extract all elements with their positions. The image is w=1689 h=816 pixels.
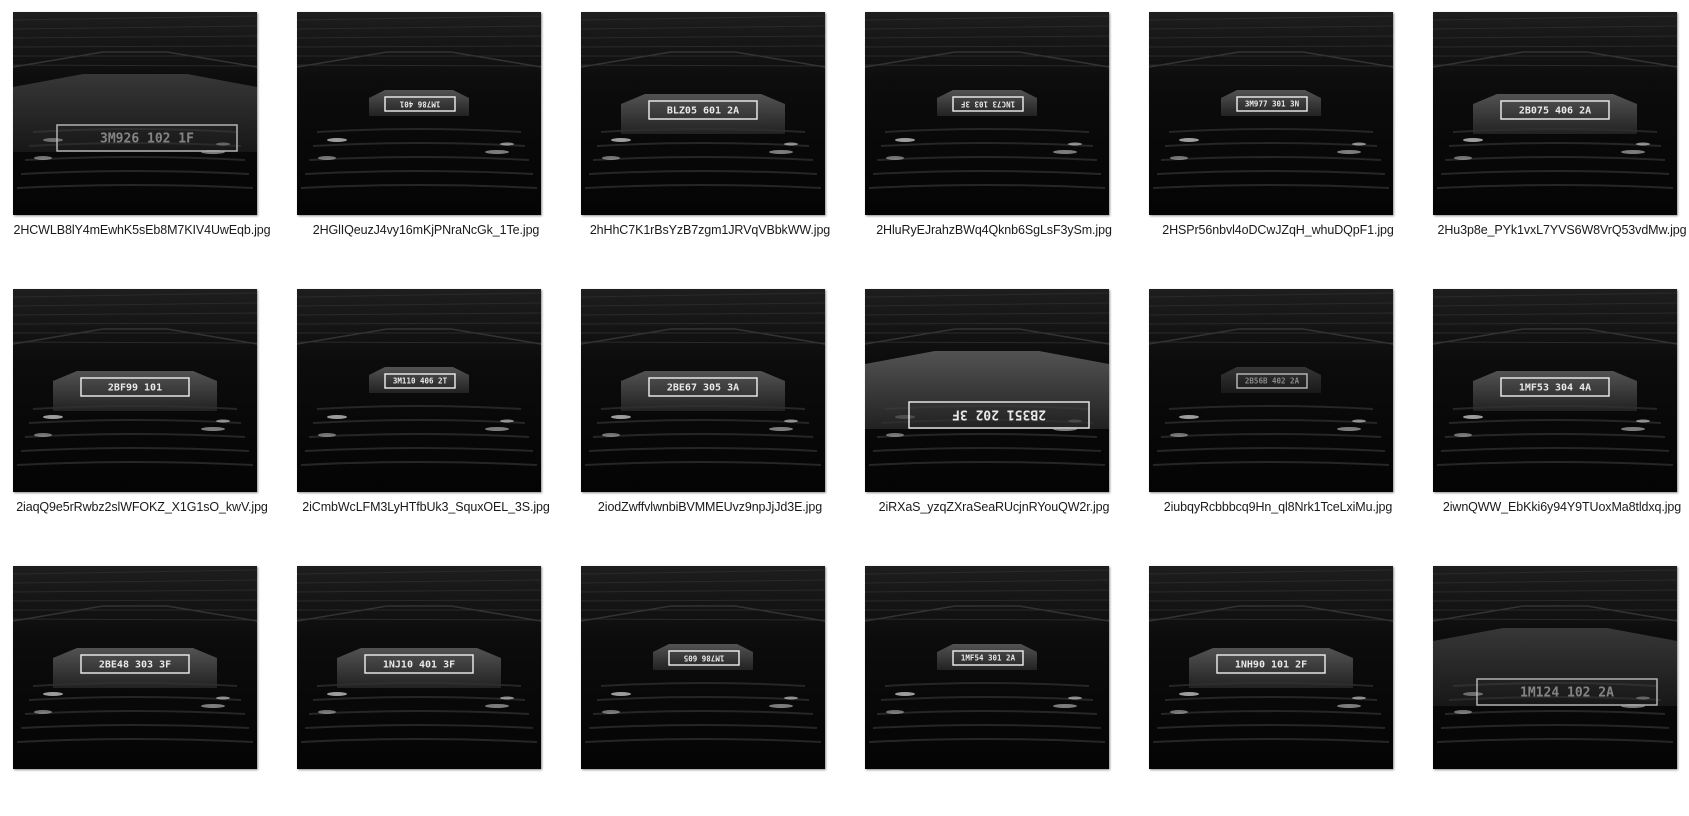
file-item[interactable]: 2BE67 305 3A 2iodZwffvlwnbiBVMMEUvz9npJjJ… <box>568 289 852 539</box>
file-name-label[interactable]: 2iwnQWW_EbKki6y94Y9TUoxMa8tldxq.jpg <box>1442 500 1682 514</box>
image-thumbnail: 2B351 202 3F <box>865 289 1109 492</box>
plate-label: 1NJ10 401 3F <box>383 660 455 671</box>
plate-label: 1MF53 304 4A <box>1519 383 1591 394</box>
file-item[interactable]: 1NH90 101 2F <box>1136 566 1420 816</box>
file-name-label[interactable]: 2iCmbWcLFM3LyHTfbUk3_SquxOEL_3S.jpg <box>302 500 550 514</box>
file-item[interactable]: 2B351 202 3F 2iRXaS_yzqZXraSeaRUcjnRYouQW… <box>852 289 1136 539</box>
file-name-label[interactable]: 2HSPr56nbvl4oDCwJZqH_whuDQpF1.jpg <box>1162 223 1394 237</box>
plate-label: 2B075 406 2A <box>1519 106 1591 117</box>
file-item[interactable]: 3M977 301 3N 2HSPr56nbvl4oDCwJZqH_whuDQpF… <box>1136 12 1420 262</box>
file-name-label[interactable]: 2HluRyEJrahzBWq4Qknb6SgLsF3ySm.jpg <box>876 223 1112 237</box>
plate-label: 1M786 605 <box>684 653 725 662</box>
image-thumbnail: 1MF53 304 4A <box>1433 289 1677 492</box>
plate-label: 2B56B 402 2A <box>1245 377 1300 386</box>
plate-label: 1M786 401 <box>399 99 440 108</box>
image-thumbnail: 1M786 605 <box>581 566 825 769</box>
file-item[interactable]: 1MF54 301 2A <box>852 566 1136 816</box>
file-item[interactable]: 2B075 406 2A 2Hu3p8e_PYk1vxL7YVS6W8VrQ53v… <box>1420 12 1689 262</box>
file-item[interactable]: 2B56B 402 2A 2iubqyRcbbbcq9Hn_ql8Nrk1TceL… <box>1136 289 1420 539</box>
file-name-label[interactable]: 2iaqQ9e5rRwbz2slWFOKZ_X1G1sO_kwV.jpg <box>16 500 268 514</box>
file-item[interactable]: 2BF99 101 2iaqQ9e5rRwbz2slWFOKZ_X1G1sO_kw… <box>0 289 284 539</box>
file-grid: 3M926 102 1F 2HCWLB8lY4mEwhK5sEb8M7KIV4Uw… <box>0 12 1689 769</box>
image-thumbnail: 3M977 301 3N <box>1149 12 1393 215</box>
file-name-label[interactable]: 2iodZwffvlwnbiBVMMEUvz9npJjJd3E.jpg <box>597 500 823 514</box>
image-thumbnail: 1M786 401 <box>297 12 541 215</box>
file-item[interactable]: 1M786 605 <box>568 566 852 816</box>
image-thumbnail: 1NH90 101 2F <box>1149 566 1393 769</box>
plate-label: 3M926 102 1F <box>100 132 194 147</box>
plate-label: BLZ05 601 2A <box>667 106 739 117</box>
plate-label: 2BE67 305 3A <box>667 383 739 394</box>
file-item[interactable]: 1MF53 304 4A 2iwnQWW_EbKki6y94Y9TUoxMa8tl… <box>1420 289 1689 539</box>
file-name-label[interactable]: 2iRXaS_yzqZXraSeaRUcjnRYouQW2r.jpg <box>878 500 1110 514</box>
image-thumbnail: 1M124 102 2A <box>1433 566 1677 769</box>
plate-label: 2BF99 101 <box>108 383 162 394</box>
file-name-label[interactable]: 2HGlIQeuzJ4vy16mKjPNraNcGk_1Te.jpg <box>312 223 540 237</box>
file-item[interactable]: 3M110 406 2T 2iCmbWcLFM3LyHTfbUk3_SquxOEL… <box>284 289 568 539</box>
plate-label: 1NH90 101 2F <box>1235 660 1307 671</box>
image-thumbnail: 1NJ10 401 3F <box>297 566 541 769</box>
plate-label: 3M977 301 3N <box>1245 100 1300 109</box>
image-thumbnail: 3M926 102 1F <box>13 12 257 215</box>
image-thumbnail: 1MF54 301 2A <box>865 566 1109 769</box>
file-item[interactable]: 1NJ10 401 3F <box>284 566 568 816</box>
file-name-label[interactable]: 2Hu3p8e_PYk1vxL7YVS6W8VrQ53vdMw.jpg <box>1437 223 1687 237</box>
image-thumbnail: BLZ05 601 2A <box>581 12 825 215</box>
file-item[interactable]: 1NC73 103 3F 2HluRyEJrahzBWq4Qknb6SgLsF3y… <box>852 12 1136 262</box>
file-item[interactable]: 2BE48 303 3F <box>0 566 284 816</box>
plate-label: 1M124 102 2A <box>1520 686 1614 701</box>
plate-label: 2B351 202 3F <box>952 406 1046 421</box>
plate-label: 3M110 406 2T <box>393 377 448 386</box>
file-item[interactable]: BLZ05 601 2A 2hHhC7K1rBsYzB7zgm1JRVqVBbkW… <box>568 12 852 262</box>
image-thumbnail: 3M110 406 2T <box>297 289 541 492</box>
file-item[interactable]: 1M124 102 2A <box>1420 566 1689 816</box>
file-name-label[interactable]: 2iubqyRcbbbcq9Hn_ql8Nrk1TceLxiMu.jpg <box>1163 500 1393 514</box>
file-item[interactable]: 1M786 401 2HGlIQeuzJ4vy16mKjPNraNcGk_1Te.… <box>284 12 568 262</box>
image-thumbnail: 1NC73 103 3F <box>865 12 1109 215</box>
file-name-label[interactable]: 2hHhC7K1rBsYzB7zgm1JRVqVBbkWW.jpg <box>589 223 831 237</box>
file-name-label[interactable]: 2HCWLB8lY4mEwhK5sEb8M7KIV4UwEqb.jpg <box>13 223 271 237</box>
image-thumbnail: 2BF99 101 <box>13 289 257 492</box>
plate-label: 1NC73 103 3F <box>960 99 1015 108</box>
image-thumbnail: 2B56B 402 2A <box>1149 289 1393 492</box>
plate-label: 2BE48 303 3F <box>99 660 171 671</box>
file-item[interactable]: 3M926 102 1F 2HCWLB8lY4mEwhK5sEb8M7KIV4Uw… <box>0 12 284 262</box>
image-thumbnail: 2B075 406 2A <box>1433 12 1677 215</box>
image-thumbnail: 2BE67 305 3A <box>581 289 825 492</box>
image-thumbnail: 2BE48 303 3F <box>13 566 257 769</box>
plate-label: 1MF54 301 2A <box>961 654 1016 663</box>
